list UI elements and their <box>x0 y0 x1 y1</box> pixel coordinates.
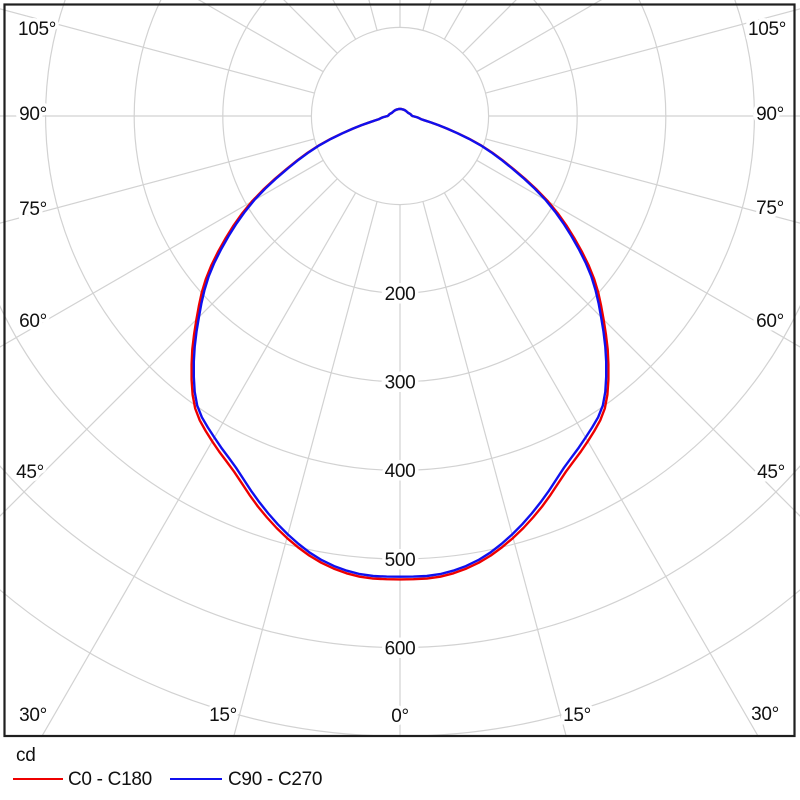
grid-spoke-15 <box>422 201 584 800</box>
grid-ring-100 <box>310 26 490 206</box>
grid-spoke-330 <box>4 192 357 800</box>
angle-label-13: 90° <box>756 104 784 125</box>
grid-spoke-30 <box>443 192 796 800</box>
legend-unit-label: cd <box>16 745 36 766</box>
grid-spoke-105 <box>485 8 800 94</box>
angle-label-1: 90° <box>19 104 47 125</box>
legend-label-c90-c270: C90 - C270 <box>228 769 323 790</box>
angle-label-7: 0° <box>391 706 409 727</box>
angle-label-3: 60° <box>19 311 47 332</box>
angle-label-9: 30° <box>751 704 779 725</box>
grid-spoke-285 <box>0 138 315 224</box>
ring-label-600: 600 <box>385 638 416 659</box>
angle-label-6: 15° <box>209 705 237 726</box>
grid-spoke-150 <box>443 0 468 40</box>
ring-label-500: 500 <box>385 550 416 571</box>
angle-label-8: 15° <box>563 705 591 726</box>
ring-label-300: 300 <box>385 373 416 394</box>
grid-spoke-315 <box>0 178 338 517</box>
legend-line-c0-c180 <box>13 778 63 780</box>
angle-label-10: 45° <box>757 462 785 483</box>
grid-spoke-300 <box>0 159 324 348</box>
plot-frame <box>3 3 796 738</box>
legend-area-mask <box>0 737 800 800</box>
angle-label-14: 105° <box>748 19 786 40</box>
legend-line-c90-c270 <box>170 778 222 780</box>
grid-spoke-345 <box>216 201 378 800</box>
angle-label-11: 60° <box>756 311 784 332</box>
grid-spoke-45 <box>462 178 800 517</box>
ring-label-400: 400 <box>385 461 416 482</box>
grid-spoke-60 <box>476 159 800 348</box>
curve-c90-c270 <box>192 107 608 578</box>
angle-label-12: 75° <box>756 198 784 219</box>
legend-label-c0-c180: C0 - C180 <box>68 769 152 790</box>
grid-spoke-75 <box>485 138 800 224</box>
grid-spoke-255 <box>0 8 315 94</box>
angle-label-2: 75° <box>19 199 47 220</box>
angle-label-4: 45° <box>16 462 44 483</box>
angle-label-0: 105° <box>18 19 56 40</box>
angle-label-5: 30° <box>19 705 47 726</box>
ring-label-200: 200 <box>385 284 416 305</box>
